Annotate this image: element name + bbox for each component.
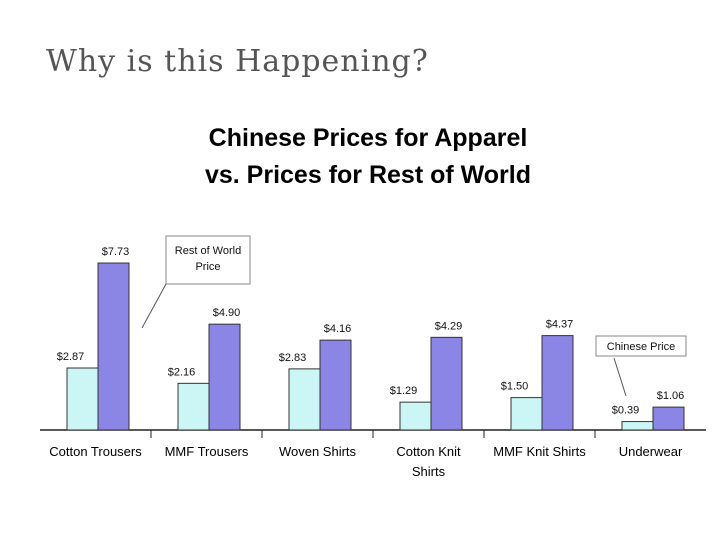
callout-label: Rest of World <box>175 245 241 257</box>
data-label: $2.83 <box>279 352 307 364</box>
callout-label: Chinese Price <box>607 341 675 353</box>
category-label: Woven Shirts <box>279 444 357 459</box>
chart-title: Chinese Prices for Apparel <box>209 124 528 152</box>
data-label: $4.29 <box>435 320 463 332</box>
rest-of-world-bar <box>97 262 130 431</box>
chart-subtitle: vs. Prices for Rest of World <box>205 161 531 189</box>
data-label: $4.90 <box>213 307 241 319</box>
category-label: Underwear <box>619 444 683 459</box>
chinese-price-bar <box>66 367 99 431</box>
chinese-price-callout <box>595 335 687 357</box>
data-label: $1.50 <box>501 381 529 393</box>
category-label: MMF Trousers <box>165 444 249 459</box>
category-label: Cotton Trousers <box>49 444 142 459</box>
category-label: Cotton Knit <box>396 444 461 459</box>
chinese-price-bar <box>177 382 210 431</box>
category-label: MMF Knit Shirts <box>493 444 586 459</box>
chinese-price-bar <box>621 421 654 431</box>
callout-pointer <box>613 357 627 397</box>
rest-of-world-bar <box>208 323 241 431</box>
data-label: $0.39 <box>612 405 640 417</box>
chinese-price-bar <box>399 401 432 431</box>
rest-of-world-callout <box>165 235 251 285</box>
data-label: $4.37 <box>546 319 574 331</box>
chinese-price-bar <box>510 397 543 431</box>
data-label: $4.16 <box>324 323 352 335</box>
data-label: $7.73 <box>102 246 130 258</box>
rest-of-world-bar <box>430 336 463 431</box>
callout-label: Price <box>195 261 220 273</box>
chinese-price-bar <box>288 368 321 431</box>
data-label: $2.16 <box>168 366 196 378</box>
rest-of-world-bar <box>652 406 685 431</box>
slide-title: Why is this Happening? <box>46 44 429 79</box>
category-label: Shirts <box>412 464 446 479</box>
data-label: $1.29 <box>390 385 418 397</box>
rest-of-world-bar <box>541 335 574 431</box>
data-label: $2.87 <box>57 351 85 363</box>
callout-pointer <box>141 283 167 329</box>
rest-of-world-bar <box>319 339 352 431</box>
data-label: $1.06 <box>657 390 685 402</box>
